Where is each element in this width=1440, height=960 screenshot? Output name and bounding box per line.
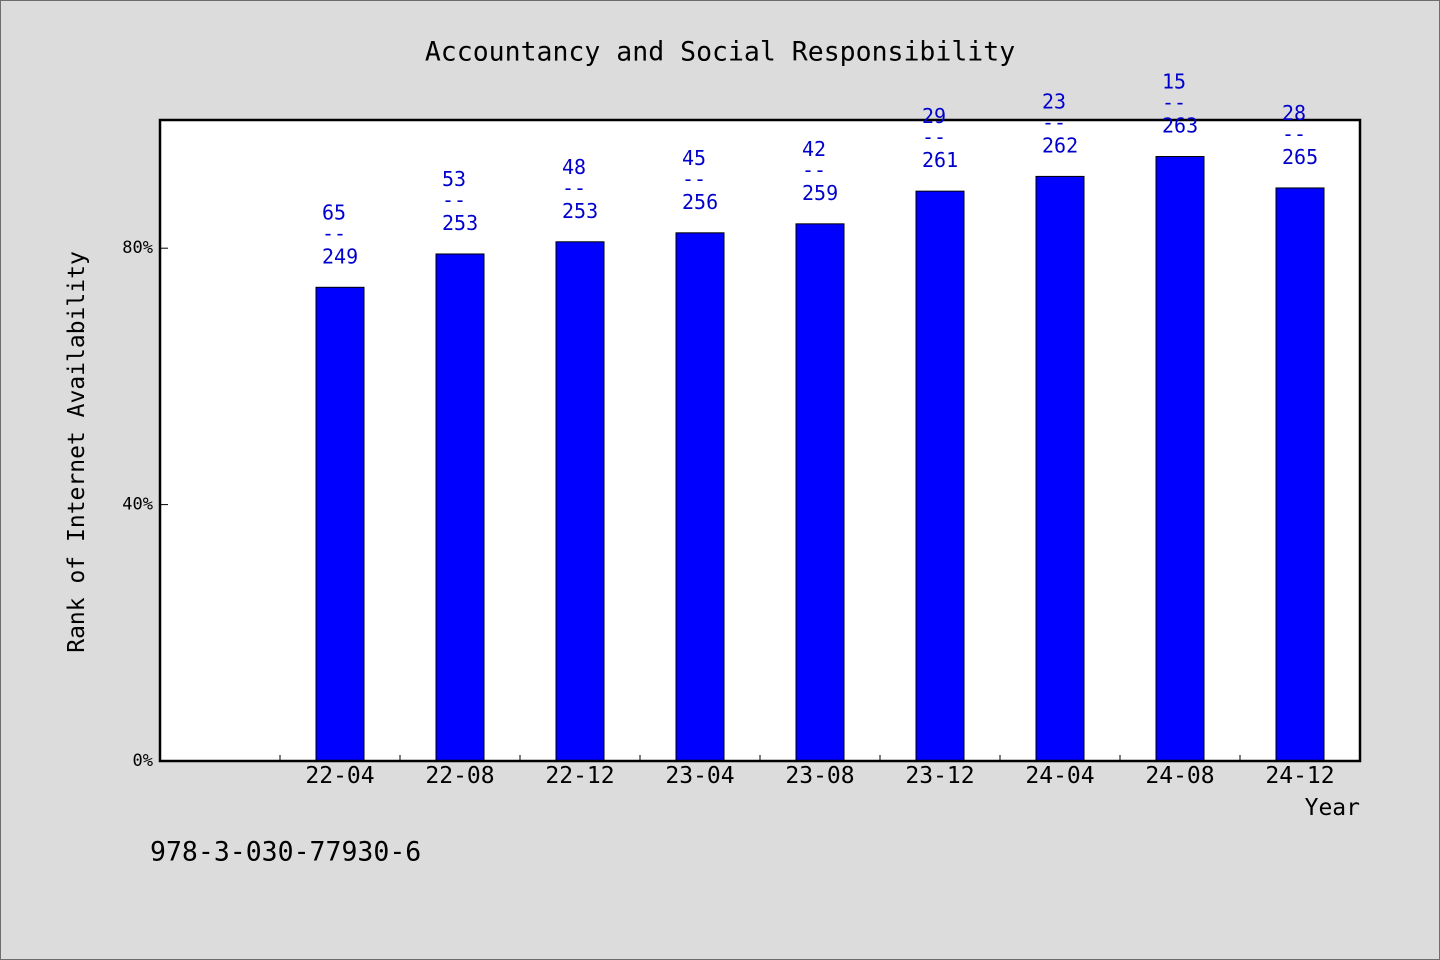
data-label-separator: --: [682, 167, 706, 191]
data-label-total: 259: [802, 181, 838, 205]
y-axis-label: Rank of Internet Availability: [64, 251, 90, 653]
bar: [795, 223, 845, 762]
data-label-rank: 48: [562, 155, 586, 179]
bar: [675, 232, 725, 762]
data-label: 65--249: [322, 200, 358, 268]
bar: [555, 241, 605, 762]
data-label-total: 263: [1162, 114, 1198, 138]
data-label: 53--253: [442, 167, 478, 235]
bar: [1035, 175, 1085, 762]
data-label-separator: --: [1282, 122, 1306, 146]
x-tick-label: 22-08: [425, 763, 494, 789]
x-tick-label: 24-12: [1265, 763, 1334, 789]
bar: [1155, 156, 1205, 762]
bars: [315, 156, 1325, 762]
data-label-total: 265: [1282, 145, 1318, 169]
data-label: 45--256: [682, 146, 718, 214]
x-tick-label: 23-04: [665, 763, 734, 789]
data-label-separator: --: [922, 125, 946, 149]
x-tick-label: 24-08: [1145, 763, 1214, 789]
data-label: 28--265: [1282, 101, 1318, 169]
bar: [1275, 187, 1325, 762]
data-label: 42--259: [802, 137, 838, 205]
data-label-separator: --: [1162, 91, 1186, 115]
data-label-separator: --: [1042, 110, 1066, 134]
data-label: 15--263: [1162, 70, 1198, 138]
data-label-rank: 28: [1282, 101, 1306, 125]
data-label-separator: --: [802, 158, 826, 182]
y-axis: 0% 40% 80%: [122, 238, 168, 771]
x-tick-label: 23-08: [785, 763, 854, 789]
x-axis-label: Year: [1305, 795, 1360, 821]
data-label-rank: 42: [802, 137, 826, 161]
data-label: 48--253: [562, 155, 598, 223]
data-label-total: 256: [682, 190, 718, 214]
data-label-separator: --: [322, 221, 346, 245]
data-label-rank: 23: [1042, 89, 1066, 113]
y-tick-label: 40%: [122, 495, 153, 515]
data-label-total: 253: [442, 211, 478, 235]
bar: [435, 253, 485, 762]
y-tick-label: 0%: [133, 751, 153, 771]
data-label-total: 249: [322, 244, 358, 268]
chart-title: Accountancy and Social Responsibility: [425, 37, 1015, 68]
data-label-total: 253: [562, 199, 598, 223]
data-label-separator: --: [562, 176, 586, 200]
x-tick-label: 24-04: [1025, 763, 1094, 789]
data-label: 29--261: [922, 104, 958, 172]
data-label-total: 262: [1042, 133, 1078, 157]
bar: [915, 190, 965, 762]
data-label-rank: 15: [1162, 70, 1186, 94]
x-tick-label: 22-12: [545, 763, 614, 789]
data-labels: 65--24953--25348--25345--25642--25929--2…: [322, 70, 1318, 269]
bar: [315, 286, 365, 762]
data-label-separator: --: [442, 188, 466, 212]
isbn-text: 978-3-030-77930-6: [150, 837, 421, 868]
data-label-rank: 29: [922, 104, 946, 128]
data-label: 23--262: [1042, 89, 1078, 157]
data-label-rank: 45: [682, 146, 706, 170]
data-label-rank: 65: [322, 200, 346, 224]
x-axis: 22-04 22-08 22-12 23-04 23-08 23-12 24-04 24-08…: [279, 755, 1335, 789]
x-tick-label: 22-04: [305, 763, 374, 789]
x-tick-label: 23-12: [905, 763, 974, 789]
data-label-total: 261: [922, 148, 958, 172]
data-label-rank: 53: [442, 167, 466, 191]
y-tick-label: 80%: [122, 238, 153, 258]
